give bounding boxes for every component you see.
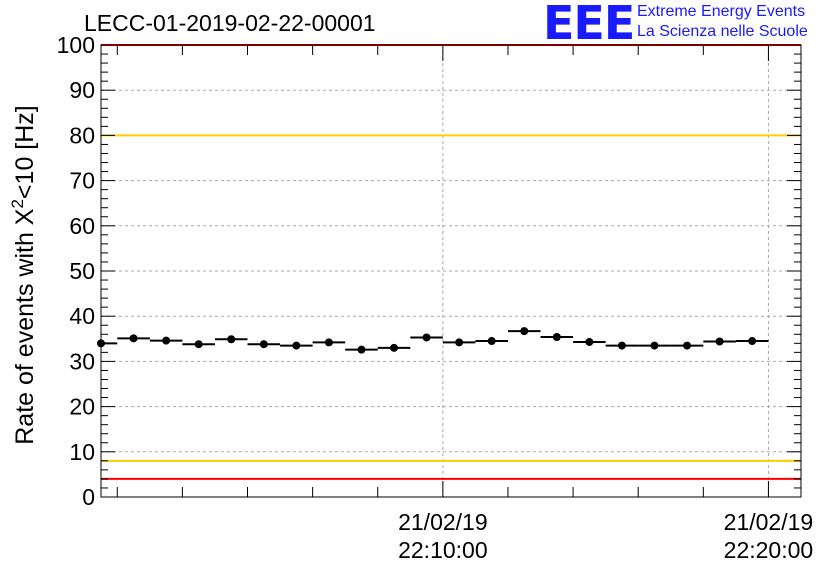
y-tick-label: 80 [69,122,95,148]
y-tick-label: 10 [69,439,95,465]
y-tick-label: 90 [69,77,95,103]
chart-title: LECC-01-2019-02-22-00001 [84,10,376,36]
y-tick-label: 0 [82,484,95,510]
data-point [487,337,496,346]
data-point [520,327,529,336]
y-axis-title-main: Rate of events with X [11,208,39,445]
data-point [227,335,236,344]
data-point [552,332,561,341]
data-point [292,341,301,350]
y-tick-label: 60 [69,213,95,239]
y-tick-label: 70 [69,168,95,194]
y-tick-label: 20 [69,394,95,420]
data-point [650,341,659,350]
data-point [324,338,333,347]
y-tick-label: 100 [57,32,95,58]
data-point [162,336,171,345]
data-point [617,341,626,350]
data-point [748,337,757,346]
data-point [422,333,431,342]
y-tick-label: 30 [69,348,95,374]
data-point [357,345,366,354]
x-tick-label-time: 22:10:00 [398,537,488,563]
data-point [585,337,594,346]
x-tick-label-date: 21/02/19 [724,509,814,535]
data-point [455,338,464,347]
y-axis-title-superscript: 2 [8,199,27,208]
data-point [97,339,105,348]
x-tick-label-date: 21/02/19 [398,509,488,535]
y-axis-title: Rate of events with X2<10 [Hz] [8,105,39,445]
data-point [390,343,399,352]
y-axis-title-tail: <10 [Hz] [11,105,39,199]
data-point [683,341,692,350]
data-point [259,340,268,349]
eee-logo: EEE [543,0,635,50]
y-tick-label: 50 [69,258,95,284]
data-point [715,337,724,346]
data-point [194,340,203,349]
logo-subtitle-line1: Extreme Energy Events [637,3,806,20]
logo-subtitle-line2: La Scienza nelle Scuole [637,23,808,40]
x-tick-label-time: 22:20:00 [724,537,814,563]
y-tick-label: 40 [69,303,95,329]
data-point [129,334,138,343]
